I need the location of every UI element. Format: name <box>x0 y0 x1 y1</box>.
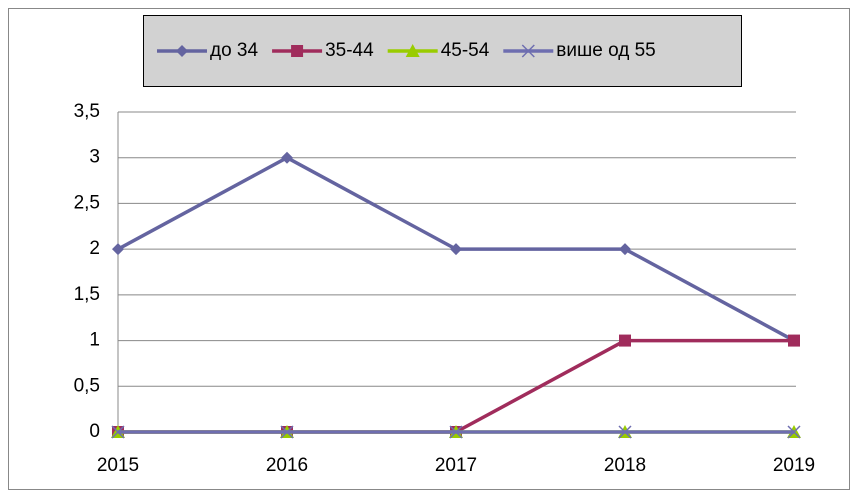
legend-marker <box>176 45 188 57</box>
series-marker <box>787 425 801 439</box>
legend-marker <box>405 44 420 57</box>
legend-label: више од 55 <box>556 40 655 61</box>
legend-box <box>143 15 742 87</box>
series-marker <box>619 334 631 347</box>
y-tick-label: 3 <box>89 147 100 168</box>
series-marker <box>788 334 800 347</box>
legend-label: 45-54 <box>441 40 490 61</box>
y-tick-label: 0,5 <box>74 375 100 396</box>
y-tick-label: 2,5 <box>74 192 100 213</box>
y-tick-label: 3,5 <box>74 101 100 122</box>
y-tick-label: 0 <box>89 421 100 442</box>
series-marker <box>619 243 631 256</box>
series-marker <box>112 243 124 256</box>
legend-marker <box>521 44 535 58</box>
x-tick-label: 2018 <box>604 455 646 476</box>
series-marker <box>281 151 293 164</box>
legend-marker <box>291 45 304 57</box>
series-marker <box>618 425 632 439</box>
series-marker <box>450 243 462 256</box>
legend-label: 35-44 <box>325 40 374 61</box>
y-tick-label: 2 <box>89 238 100 259</box>
series-marker <box>280 425 294 439</box>
x-tick-label: 2015 <box>97 455 139 476</box>
x-tick-label: 2016 <box>266 455 308 476</box>
series-marker <box>449 425 463 439</box>
x-tick-label: 2017 <box>435 455 477 476</box>
y-tick-label: 1,5 <box>74 284 100 305</box>
y-tick-label: 1 <box>89 330 100 351</box>
series-marker <box>111 425 125 439</box>
legend-label: до 34 <box>210 40 258 61</box>
x-tick-label: 2019 <box>773 455 815 476</box>
